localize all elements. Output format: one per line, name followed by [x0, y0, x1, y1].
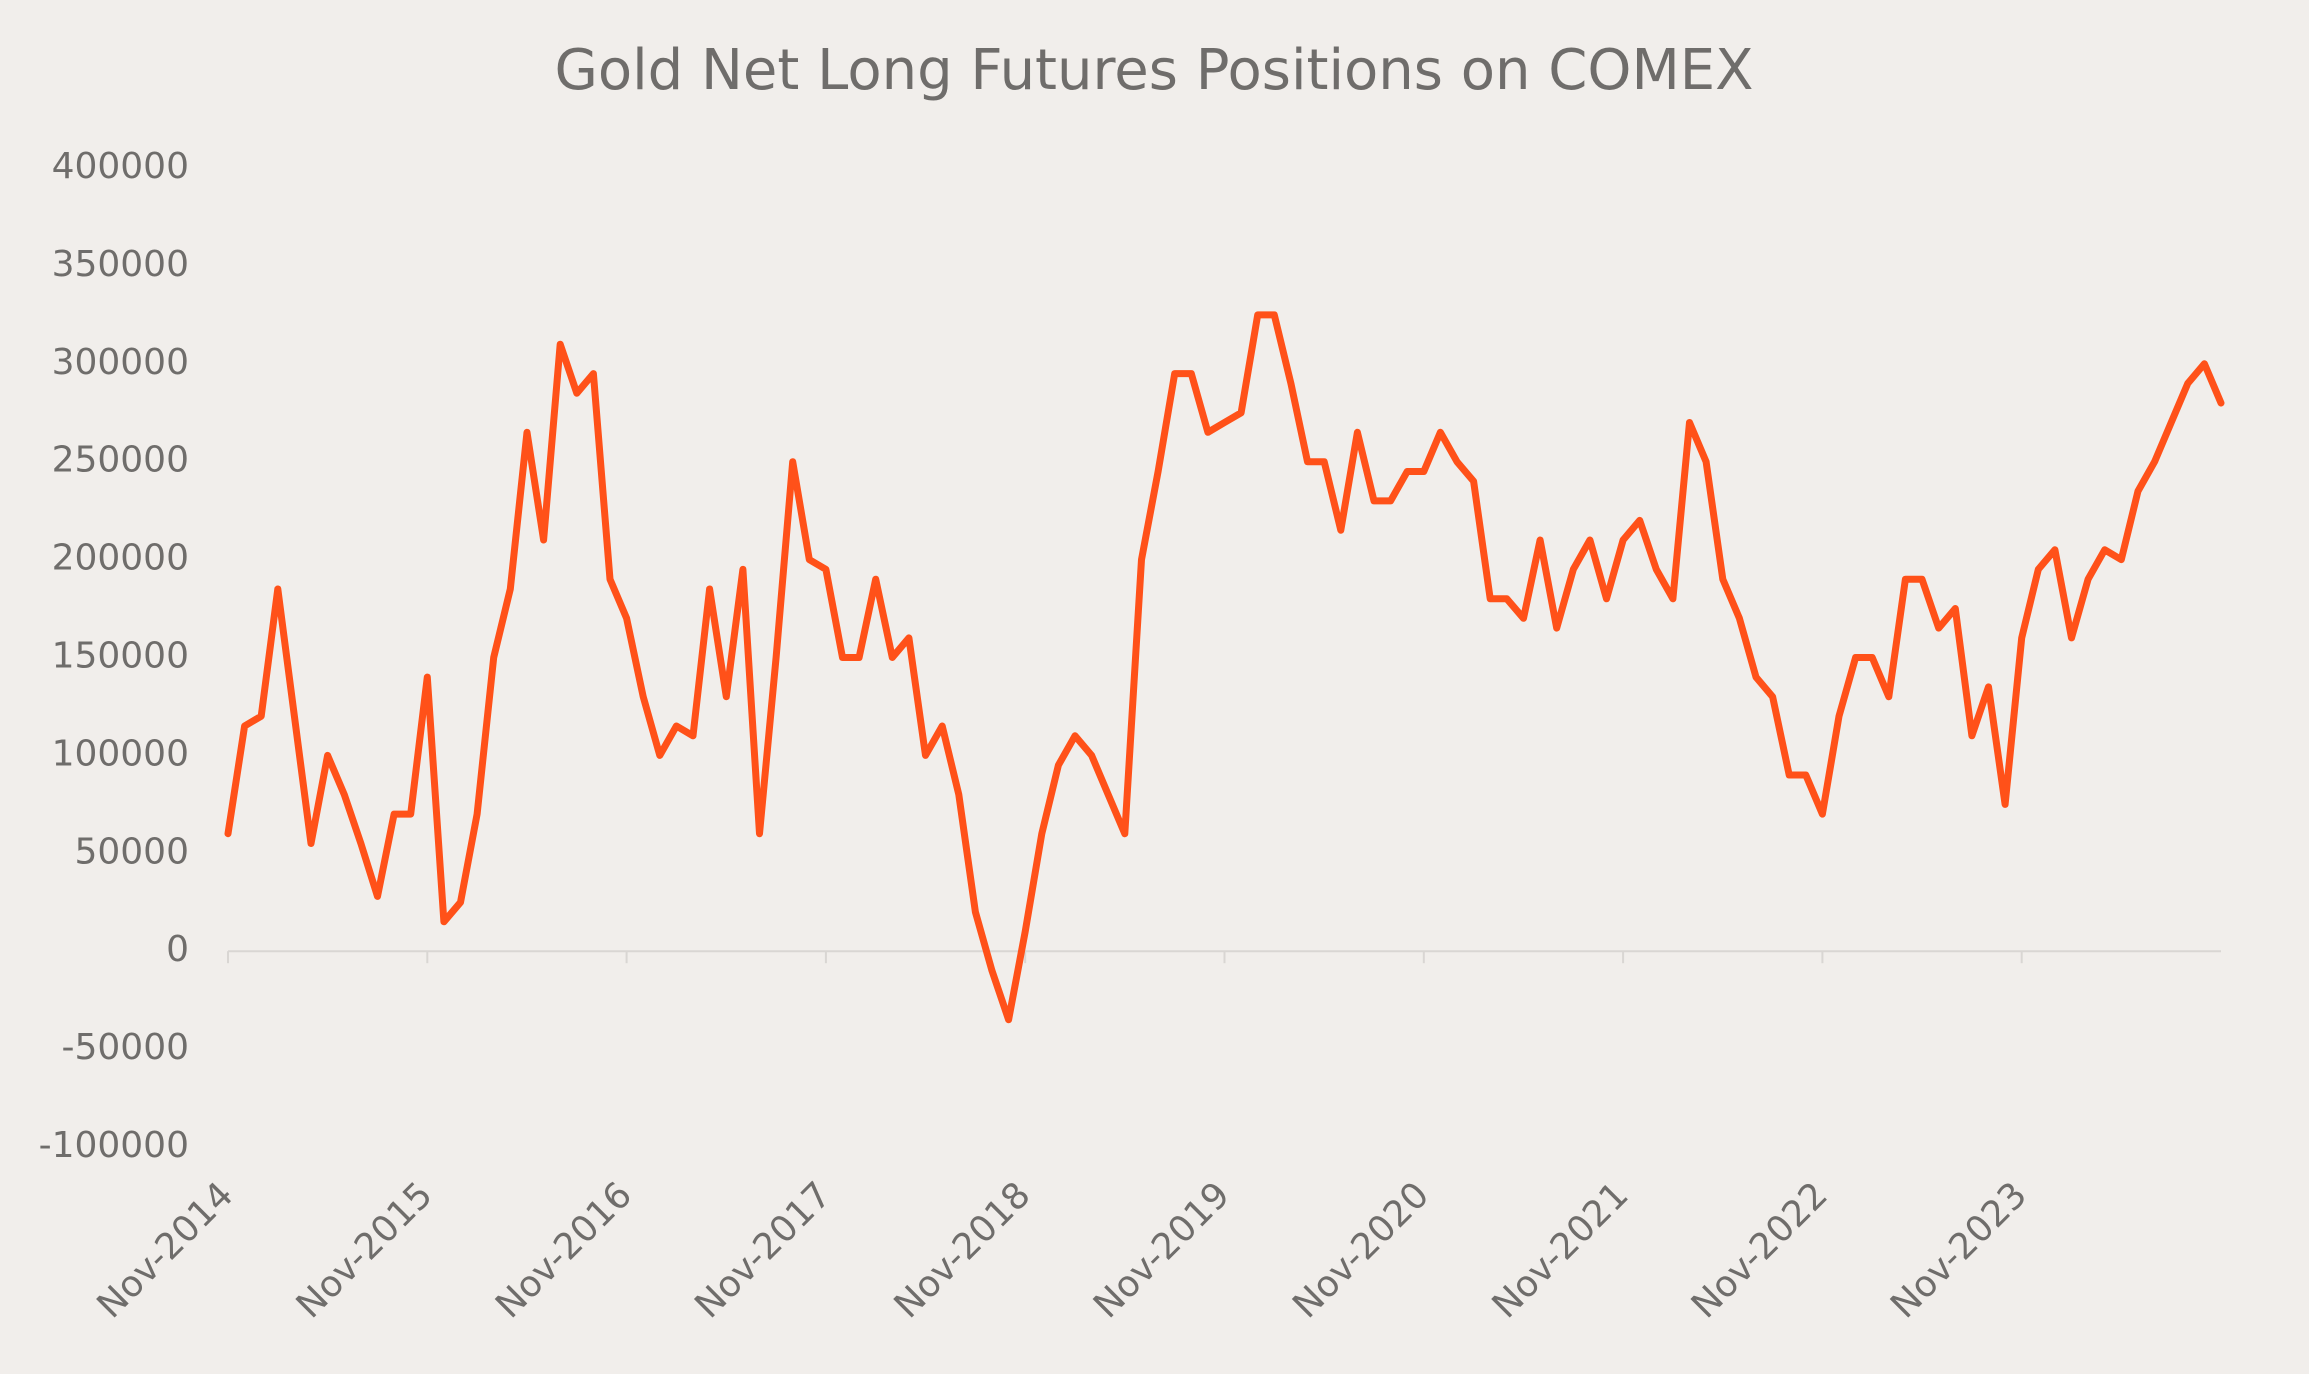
x-tick-label: Nov-2018 [887, 1174, 1039, 1326]
x-tick-label: Nov-2017 [687, 1174, 839, 1326]
x-tick-label: Nov-2019 [1086, 1174, 1238, 1326]
series-line [224, 311, 2225, 1024]
y-tick-label: 350000 [52, 244, 189, 285]
y-tick-label: -100000 [39, 1125, 189, 1166]
x-tick-label: Nov-2023 [1883, 1174, 2035, 1326]
x-tick-label: Nov-2020 [1285, 1174, 1437, 1326]
y-tick-label: 100000 [52, 733, 189, 774]
y-tick-label: 50000 [74, 831, 189, 872]
y-tick-label: 400000 [52, 146, 189, 187]
x-tick-label: Nov-2014 [89, 1174, 241, 1326]
x-tick-label: Nov-2022 [1684, 1174, 1836, 1326]
y-tick-label: 250000 [52, 440, 189, 481]
x-tick-label: Nov-2016 [488, 1174, 640, 1326]
chart-title: Gold Net Long Futures Positions on COMEX [554, 38, 1753, 103]
y-tick-label: 0 [166, 929, 189, 970]
y-tick-label: 150000 [52, 636, 189, 677]
x-tick-label: Nov-2021 [1485, 1174, 1637, 1326]
x-tick-label: Nov-2015 [289, 1174, 441, 1326]
y-tick-label: 300000 [52, 342, 189, 383]
y-tick-label: -50000 [61, 1027, 189, 1068]
y-tick-label: 200000 [52, 538, 189, 579]
